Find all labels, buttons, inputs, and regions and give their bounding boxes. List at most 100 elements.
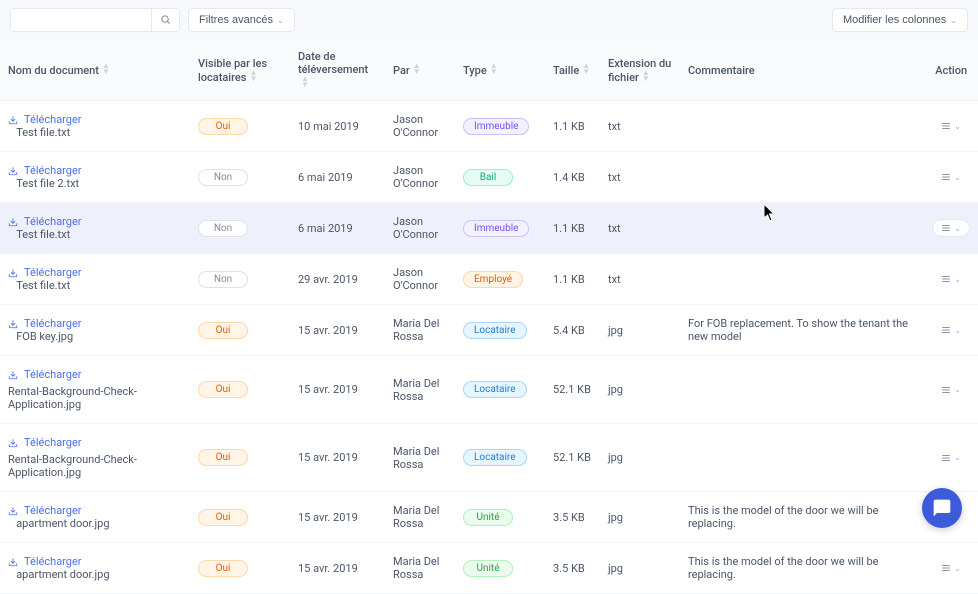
visible-tag: Oui — [198, 322, 248, 339]
cell-ext: jpg — [600, 356, 680, 424]
col-taille-header[interactable]: Taille▲▼ — [545, 40, 600, 101]
cell-date: 15 avr. 2019 — [290, 305, 385, 356]
download-link[interactable]: Télécharger — [8, 215, 182, 228]
table-row[interactable]: Télécharger apartment door.jpgOui15 avr.… — [0, 492, 978, 543]
cell-date: 29 avr. 2019 — [290, 254, 385, 305]
type-tag: Immeuble — [463, 118, 529, 135]
chevron-down-icon: ⌄ — [954, 275, 961, 284]
col-name-header[interactable]: Nom du document▲▼ — [0, 40, 190, 101]
cell-type: Bail — [455, 152, 545, 203]
chevron-down-icon: ⌄ — [954, 453, 961, 462]
cell-ext: jpg — [600, 305, 680, 356]
download-icon — [8, 506, 18, 516]
download-link[interactable]: Télécharger — [8, 317, 182, 330]
table-row[interactable]: Télécharger Test file.txtNon29 avr. 2019… — [0, 254, 978, 305]
type-tag: Locataire — [463, 381, 527, 398]
filename: Test file.txt — [16, 126, 70, 139]
cell-name: Télécharger apartment door.jpg — [0, 543, 190, 594]
list-icon — [941, 385, 951, 395]
cell-taille: 52.1 KB — [545, 356, 600, 424]
table-row[interactable]: Télécharger Test file.txtOui10 mai 2019J… — [0, 101, 978, 152]
cell-taille: 1.1 KB — [545, 254, 600, 305]
cell-par: Maria Del Rossa — [385, 492, 455, 543]
table-row[interactable]: TéléchargerRental-Background-Check-Appli… — [0, 356, 978, 424]
cell-name: Télécharger FOB key.jpg — [0, 305, 190, 356]
cell-action: ⌄ — [924, 254, 978, 305]
col-comment-label: Commentaire — [688, 64, 755, 77]
cell-visible: Oui — [190, 492, 290, 543]
cell-name: Télécharger Test file.txt — [0, 101, 190, 152]
col-ext-header[interactable]: Extension du fichier▲▼ — [600, 40, 680, 101]
chat-bubble-button[interactable] — [922, 488, 962, 528]
col-par-header[interactable]: Par▲▼ — [385, 40, 455, 101]
download-label: Télécharger — [24, 436, 82, 449]
table-row[interactable]: Télécharger Test file 2.txtNon6 mai 2019… — [0, 152, 978, 203]
type-tag: Unité — [463, 560, 513, 577]
cell-comment — [680, 254, 924, 305]
row-action-button[interactable]: ⌄ — [932, 270, 970, 288]
download-link[interactable]: Télécharger — [8, 113, 182, 126]
download-label: Télécharger — [24, 215, 82, 228]
row-action-button[interactable]: ⌄ — [932, 117, 970, 135]
table-row[interactable]: Télécharger FOB key.jpgOui15 avr. 2019Ma… — [0, 305, 978, 356]
sort-icon: ▲▼ — [249, 70, 257, 82]
row-action-button[interactable]: ⌄ — [932, 168, 970, 186]
search-button[interactable] — [151, 9, 179, 31]
col-visible-header[interactable]: Visible par les locataires▲▼ — [190, 40, 290, 101]
download-link[interactable]: Télécharger — [8, 164, 182, 177]
row-action-button[interactable]: ⌄ — [932, 559, 970, 577]
cell-visible: Oui — [190, 356, 290, 424]
chat-icon — [932, 498, 952, 518]
download-label: Télécharger — [24, 317, 82, 330]
chevron-down-icon: ⌄ — [950, 16, 957, 25]
list-icon — [941, 121, 951, 131]
sort-icon: ▲▼ — [301, 76, 309, 88]
cell-type: Locataire — [455, 356, 545, 424]
download-link[interactable]: Télécharger — [8, 555, 182, 568]
row-action-button[interactable]: ⌄ — [932, 321, 970, 339]
cell-type: Unité — [455, 543, 545, 594]
chevron-down-icon: ⌄ — [954, 564, 961, 573]
table-row[interactable]: TéléchargerRental-Background-Check-Appli… — [0, 424, 978, 492]
cell-taille: 1.4 KB — [545, 152, 600, 203]
col-date-header[interactable]: Date de téléversement▲▼ — [290, 40, 385, 101]
cell-name: TéléchargerRental-Background-Check-Appli… — [0, 424, 190, 492]
row-action-button[interactable]: ⌄ — [932, 219, 970, 237]
filename: FOB key.jpg — [16, 330, 73, 343]
cell-action: ⌄ — [924, 203, 978, 254]
row-action-button[interactable]: ⌄ — [932, 381, 970, 399]
modify-columns-button[interactable]: Modifier les colonnes ⌄ — [832, 8, 968, 32]
cell-comment — [680, 356, 924, 424]
col-comment-header: Commentaire — [680, 40, 924, 101]
cell-ext: jpg — [600, 424, 680, 492]
cell-action: ⌄ — [924, 424, 978, 492]
download-link[interactable]: Télécharger — [8, 266, 182, 279]
download-link[interactable]: Télécharger — [8, 504, 182, 517]
download-label: Télécharger — [24, 266, 82, 279]
cell-visible: Non — [190, 254, 290, 305]
download-link[interactable]: Télécharger — [8, 436, 182, 449]
visible-tag: Oui — [198, 560, 248, 577]
download-label: Télécharger — [24, 504, 82, 517]
type-tag: Immeuble — [463, 220, 529, 237]
row-action-button[interactable]: ⌄ — [932, 449, 970, 467]
visible-tag: Non — [198, 220, 248, 237]
cell-action: ⌄ — [924, 152, 978, 203]
cell-ext: jpg — [600, 543, 680, 594]
table-row[interactable]: Télécharger apartment door.jpgOui15 avr.… — [0, 543, 978, 594]
search-input[interactable] — [11, 9, 151, 31]
cell-type: Locataire — [455, 305, 545, 356]
cell-date: 6 mai 2019 — [290, 152, 385, 203]
download-icon — [8, 268, 18, 278]
table-row[interactable]: Télécharger Test file.txtNon6 mai 2019Ja… — [0, 203, 978, 254]
cell-taille: 1.1 KB — [545, 101, 600, 152]
cell-par: Maria Del Rossa — [385, 356, 455, 424]
advanced-filters-button[interactable]: Filtres avancés ⌄ — [188, 8, 295, 32]
col-type-header[interactable]: Type▲▼ — [455, 40, 545, 101]
visible-tag: Non — [198, 271, 248, 288]
cell-type: Unité — [455, 492, 545, 543]
cell-ext: txt — [600, 203, 680, 254]
cell-date: 6 mai 2019 — [290, 203, 385, 254]
download-link[interactable]: Télécharger — [8, 368, 182, 381]
cell-comment — [680, 424, 924, 492]
